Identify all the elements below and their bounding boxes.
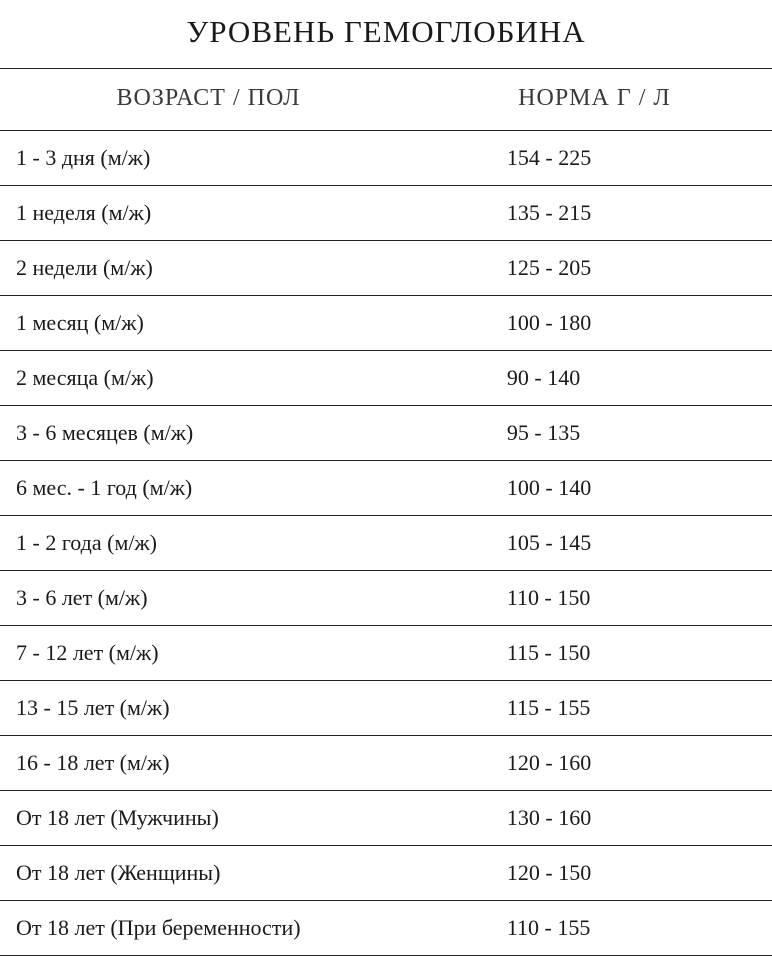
table-title: УРОВЕНЬ ГЕМОГЛОБИНА xyxy=(0,14,772,50)
cell-age-sex: 1 - 2 года (м/ж) xyxy=(0,516,417,571)
table-row: От 18 лет (При беременности)110 - 155 xyxy=(0,901,772,956)
cell-age-sex: 1 - 3 дня (м/ж) xyxy=(0,131,417,186)
cell-norm: 120 - 150 xyxy=(417,846,772,901)
table-row: От 18 лет (Мужчины)130 - 160 xyxy=(0,791,772,846)
table-row: От 18 лет (Женщины)120 - 150 xyxy=(0,846,772,901)
table-row: 1 - 3 дня (м/ж)154 - 225 xyxy=(0,131,772,186)
cell-norm: 105 - 145 xyxy=(417,516,772,571)
table-row: 3 - 6 месяцев (м/ж)95 - 135 xyxy=(0,406,772,461)
hemoglobin-table-container: УРОВЕНЬ ГЕМОГЛОБИНА ВОЗРАСТ / ПОЛ НОРМА … xyxy=(0,0,772,956)
cell-age-sex: 16 - 18 лет (м/ж) xyxy=(0,736,417,791)
table-row: 16 - 18 лет (м/ж)120 - 160 xyxy=(0,736,772,791)
cell-age-sex: 7 - 12 лет (м/ж) xyxy=(0,626,417,681)
cell-norm: 115 - 150 xyxy=(417,626,772,681)
cell-age-sex: От 18 лет (При беременности) xyxy=(0,901,417,956)
cell-age-sex: 13 - 15 лет (м/ж) xyxy=(0,681,417,736)
cell-age-sex: 2 месяца (м/ж) xyxy=(0,351,417,406)
cell-age-sex: 1 неделя (м/ж) xyxy=(0,186,417,241)
cell-age-sex: 3 - 6 месяцев (м/ж) xyxy=(0,406,417,461)
table-row: 1 неделя (м/ж)135 - 215 xyxy=(0,186,772,241)
hemoglobin-table: ВОЗРАСТ / ПОЛ НОРМА Г / Л 1 - 3 дня (м/ж… xyxy=(0,68,772,956)
cell-norm: 100 - 180 xyxy=(417,296,772,351)
cell-age-sex: 1 месяц (м/ж) xyxy=(0,296,417,351)
cell-norm: 90 - 140 xyxy=(417,351,772,406)
cell-norm: 95 - 135 xyxy=(417,406,772,461)
table-row: 6 мес. - 1 год (м/ж)100 - 140 xyxy=(0,461,772,516)
table-row: 3 - 6 лет (м/ж)110 - 150 xyxy=(0,571,772,626)
cell-norm: 120 - 160 xyxy=(417,736,772,791)
cell-norm: 100 - 140 xyxy=(417,461,772,516)
cell-age-sex: 3 - 6 лет (м/ж) xyxy=(0,571,417,626)
table-row: 13 - 15 лет (м/ж)115 - 155 xyxy=(0,681,772,736)
cell-age-sex: От 18 лет (Женщины) xyxy=(0,846,417,901)
cell-age-sex: От 18 лет (Мужчины) xyxy=(0,791,417,846)
table-row: 2 месяца (м/ж)90 - 140 xyxy=(0,351,772,406)
header-row: ВОЗРАСТ / ПОЛ НОРМА Г / Л xyxy=(0,69,772,131)
cell-norm: 154 - 225 xyxy=(417,131,772,186)
table-row: 7 - 12 лет (м/ж)115 - 150 xyxy=(0,626,772,681)
col-header-age-sex: ВОЗРАСТ / ПОЛ xyxy=(0,69,417,131)
cell-norm: 110 - 150 xyxy=(417,571,772,626)
table-row: 1 месяц (м/ж)100 - 180 xyxy=(0,296,772,351)
col-header-norm: НОРМА Г / Л xyxy=(417,69,772,131)
cell-norm: 115 - 155 xyxy=(417,681,772,736)
cell-norm: 135 - 215 xyxy=(417,186,772,241)
cell-norm: 125 - 205 xyxy=(417,241,772,296)
table-row: 1 - 2 года (м/ж)105 - 145 xyxy=(0,516,772,571)
table-row: 2 недели (м/ж)125 - 205 xyxy=(0,241,772,296)
cell-age-sex: 6 мес. - 1 год (м/ж) xyxy=(0,461,417,516)
cell-norm: 130 - 160 xyxy=(417,791,772,846)
cell-age-sex: 2 недели (м/ж) xyxy=(0,241,417,296)
cell-norm: 110 - 155 xyxy=(417,901,772,956)
